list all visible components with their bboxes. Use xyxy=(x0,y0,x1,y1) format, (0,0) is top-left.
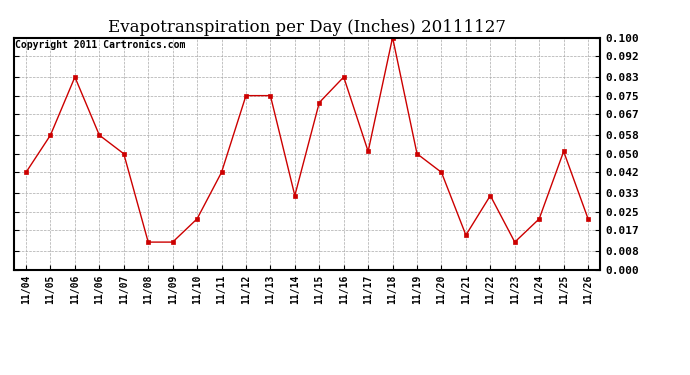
Title: Evapotranspiration per Day (Inches) 20111127: Evapotranspiration per Day (Inches) 2011… xyxy=(108,19,506,36)
Text: Copyright 2011 Cartronics.com: Copyright 2011 Cartronics.com xyxy=(15,40,186,50)
